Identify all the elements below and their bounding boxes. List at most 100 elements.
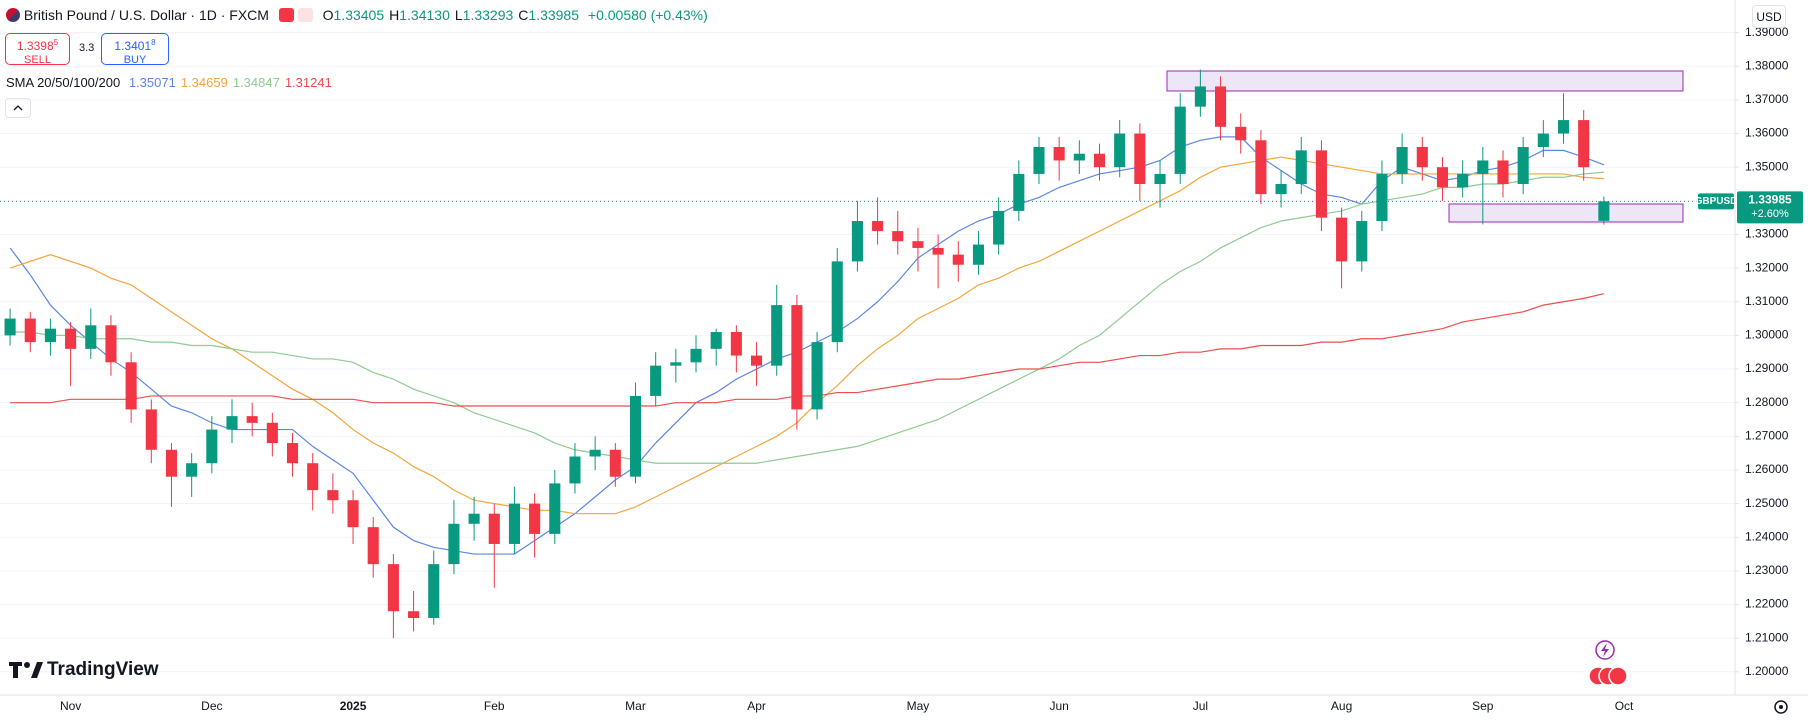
ohlc-key: H [389,7,400,23]
candle-body [125,362,137,410]
y-tick-label: 1.33000 [1745,227,1789,241]
candle-body [1215,86,1227,127]
candle-body [589,449,601,457]
candle-body [4,318,16,336]
sell-price-row: 1.33985 [6,36,69,53]
candle-body [1033,147,1045,174]
candle-body [1416,147,1428,168]
y-tick-label: 1.21000 [1745,630,1789,644]
indicator-legend: SMA 20/50/100/200 1.35071 1.34659 1.34847 1… [6,75,332,90]
candle-body [912,241,924,248]
candle-body [1235,126,1247,141]
candle-body [1295,150,1307,185]
indicator-value: 1.34847 [232,75,280,90]
y-tick-label: 1.26000 [1745,462,1789,476]
candle-body [65,328,77,349]
x-tick-label: Feb [484,699,505,713]
sell-button[interactable]: 1.33985 SELL [5,33,70,66]
logo-mark [31,662,43,678]
event-icon[interactable] [1608,666,1628,686]
candle-body [226,416,238,430]
x-tick-label: Jul [1193,699,1208,713]
candle-body [1598,201,1610,221]
candle-body [448,523,460,565]
sell-pip: 5 [53,38,59,47]
candle-body [246,416,258,423]
settings-icon[interactable] [1774,700,1788,714]
candle-body [1557,120,1570,134]
logo-text: TradingView [47,659,159,680]
y-tick-label: 1.31000 [1745,294,1789,308]
labels-layer: 1.20000 1.21000 1.22000 1.23000 1.24000 1.250… [60,25,1803,713]
y-tick-label: 1.25000 [1745,496,1789,510]
sma-line [9,156,1604,515]
candle-body [750,355,763,366]
candle-body [165,449,178,477]
candle-body [1517,147,1529,185]
candle-body [1336,217,1348,262]
candle-body [670,362,682,366]
ohlc-key: C [518,7,529,23]
candle-body [791,305,803,410]
status-icon[interactable] [297,8,313,22]
x-tick-label: 2025 [340,699,367,713]
resistance-zone [1166,70,1684,92]
currency-button[interactable]: USD [1752,5,1786,28]
collapse-button[interactable] [5,98,31,118]
logo-mark [9,662,22,678]
candle-body [1497,160,1509,185]
indicator-name: SMA 20/50/100/200 [6,75,121,90]
candle-body [1093,153,1106,168]
grid-layer [0,32,1735,673]
chart-header: British Pound / U.S. Dollar · 1D · FXCM … [6,7,708,23]
marks-layer [0,69,1735,639]
y-tick-label: 1.36000 [1745,126,1789,140]
ohlc-value: 1.33405 [333,7,385,23]
x-tick-label: Mar [625,699,646,713]
candle-body [1477,160,1489,174]
candle-body [1114,133,1126,168]
logo[interactable]: TradingView [9,659,159,680]
status-icon[interactable] [278,8,294,22]
y-tick-label: 1.27000 [1745,428,1789,442]
indicator-value: 1.31241 [284,75,332,90]
candle-body [508,503,520,544]
ohlc-legend: O1.33405 H1.34130 L1.33293 C1.33985 [323,7,584,23]
candle-body [44,328,56,343]
candle-body [1154,173,1166,185]
indicator-value: 1.35071 [128,75,176,90]
candle-body [1174,106,1186,174]
x-tick-label: Sep [1472,699,1494,713]
candle-body [307,463,319,491]
buy-pip: 8 [151,38,156,47]
candle-body [428,564,440,618]
candle-body [952,254,964,265]
candle-body [1376,173,1388,222]
y-tick-label: 1.29000 [1745,361,1789,375]
candle-body [690,348,702,363]
candle-body [105,325,117,363]
candle-body [347,500,359,528]
candle-body [872,221,884,232]
candle-body [993,210,1005,245]
y-tick-label: 1.23000 [1745,563,1789,577]
gear[interactable] [1774,700,1788,714]
x-tick-label: Dec [201,699,222,713]
candle-body [327,490,339,501]
buy-button[interactable]: 1.34018 BUY [101,33,169,66]
ohlc-value: 1.33985 [528,7,579,23]
candle-body [408,611,420,618]
support-zone [1448,203,1684,223]
candle-body [771,305,783,366]
logo-mark [24,662,30,668]
x-tick-label: Oct [1615,699,1634,713]
candle-body [367,527,379,565]
y-tick-label: 1.24000 [1745,529,1789,543]
candle-body [266,422,278,444]
ohlc-value: 1.34130 [399,7,450,23]
sma-line [10,171,1604,464]
change: +0.00580 (+0.43%) [587,7,708,23]
buy-label: BUY [123,54,147,66]
